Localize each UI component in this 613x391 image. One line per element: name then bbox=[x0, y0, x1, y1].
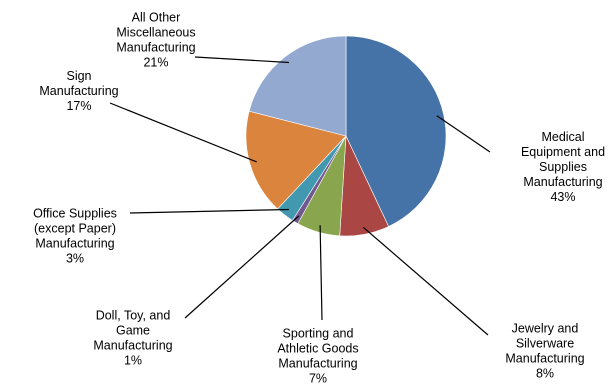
slice-value-label: 43% bbox=[550, 190, 575, 204]
slice-value-label: 3% bbox=[66, 252, 84, 266]
leader-line-sporting-and-athletic-goods-manufacturing bbox=[319, 225, 323, 321]
slice-label-office-supplies-except-paper-manufacturing: Office Supplies (except Paper) Manufacturi… bbox=[33, 207, 117, 266]
slice-label-line: Manufacturing bbox=[523, 175, 602, 189]
slice-label-line: Manufacturing bbox=[93, 339, 172, 353]
slice-value-label: 21% bbox=[143, 56, 168, 70]
slice-label-line: Manufacturing bbox=[39, 84, 118, 98]
slice-label-line: Manufacturing bbox=[278, 357, 357, 371]
slice-value-label: 8% bbox=[536, 367, 554, 381]
slice-label-line: Silverware bbox=[516, 337, 574, 351]
slice-label-medical-equipment-and-supplies-manufacturing: Medical Equipment and Supplies Manufacturin… bbox=[521, 130, 605, 204]
slice-label-line: Athletic Goods bbox=[277, 342, 358, 356]
leader-line-office-supplies-except-paper-manufacturing bbox=[129, 208, 290, 214]
slice-label-sporting-and-athletic-goods-manufacturing: Sporting and Athletic Goods Manufacturing 7… bbox=[277, 327, 358, 386]
slice-value-label: 1% bbox=[124, 354, 142, 368]
slice-label-line: Manufacturing bbox=[116, 41, 195, 55]
leader-lines bbox=[109, 56, 491, 336]
slice-label-line: Office Supplies bbox=[33, 207, 117, 221]
slice-label-line: Jewelry and bbox=[512, 322, 579, 336]
slice-labels: Medical Equipment and Supplies Manufacturin… bbox=[33, 11, 605, 386]
leader-line-medical-equipment-and-supplies-manufacturing bbox=[436, 115, 491, 153]
leader-line-jewelry-and-silverware-manufacturing bbox=[363, 226, 489, 336]
slice-label-line: Sign bbox=[66, 69, 91, 83]
leader-line-all-other-miscellaneous-manufacturing bbox=[194, 56, 290, 64]
slice-label-jewelry-and-silverware-manufacturing: Jewelry and Silverware Manufacturing 8% bbox=[505, 322, 584, 381]
pie-slice-medical-equipment-and-supplies-manufacturing bbox=[345, 35, 447, 227]
pie-slice-sign-manufacturing bbox=[245, 110, 347, 210]
slice-label-sign-manufacturing: Sign Manufacturing 17% bbox=[39, 69, 118, 113]
slice-label-line: Manufacturing bbox=[35, 237, 114, 251]
slice-label-line: Medical bbox=[541, 130, 584, 144]
leader-line-doll-toy-and-game-manufacturing bbox=[184, 215, 300, 319]
slice-label-line: Sporting and bbox=[283, 327, 354, 341]
leader-line-sign-manufacturing bbox=[109, 102, 257, 163]
pie-slice-all-other-miscellaneous-manufacturing bbox=[248, 35, 347, 137]
slice-label-doll-toy-and-game-manufacturing: Doll, Toy, and Game Manufacturing 1% bbox=[93, 309, 172, 368]
slice-label-line: Miscellaneous bbox=[116, 26, 195, 40]
slice-label-line: Equipment and bbox=[521, 145, 605, 159]
slice-label-line: All Other bbox=[132, 11, 181, 25]
slice-label-line: Supplies bbox=[539, 160, 587, 174]
slice-label-all-other-miscellaneous-manufacturing: All Other Miscellaneous Manufacturing 21% bbox=[116, 11, 195, 70]
slice-label-line: (except Paper) bbox=[34, 222, 116, 236]
slice-label-line: Manufacturing bbox=[505, 352, 584, 366]
slice-value-label: 7% bbox=[309, 372, 327, 386]
slice-label-line: Game bbox=[116, 324, 150, 338]
pie-slices bbox=[245, 35, 447, 237]
slice-value-label: 17% bbox=[66, 99, 91, 113]
slice-label-line: Doll, Toy, and bbox=[96, 309, 171, 323]
